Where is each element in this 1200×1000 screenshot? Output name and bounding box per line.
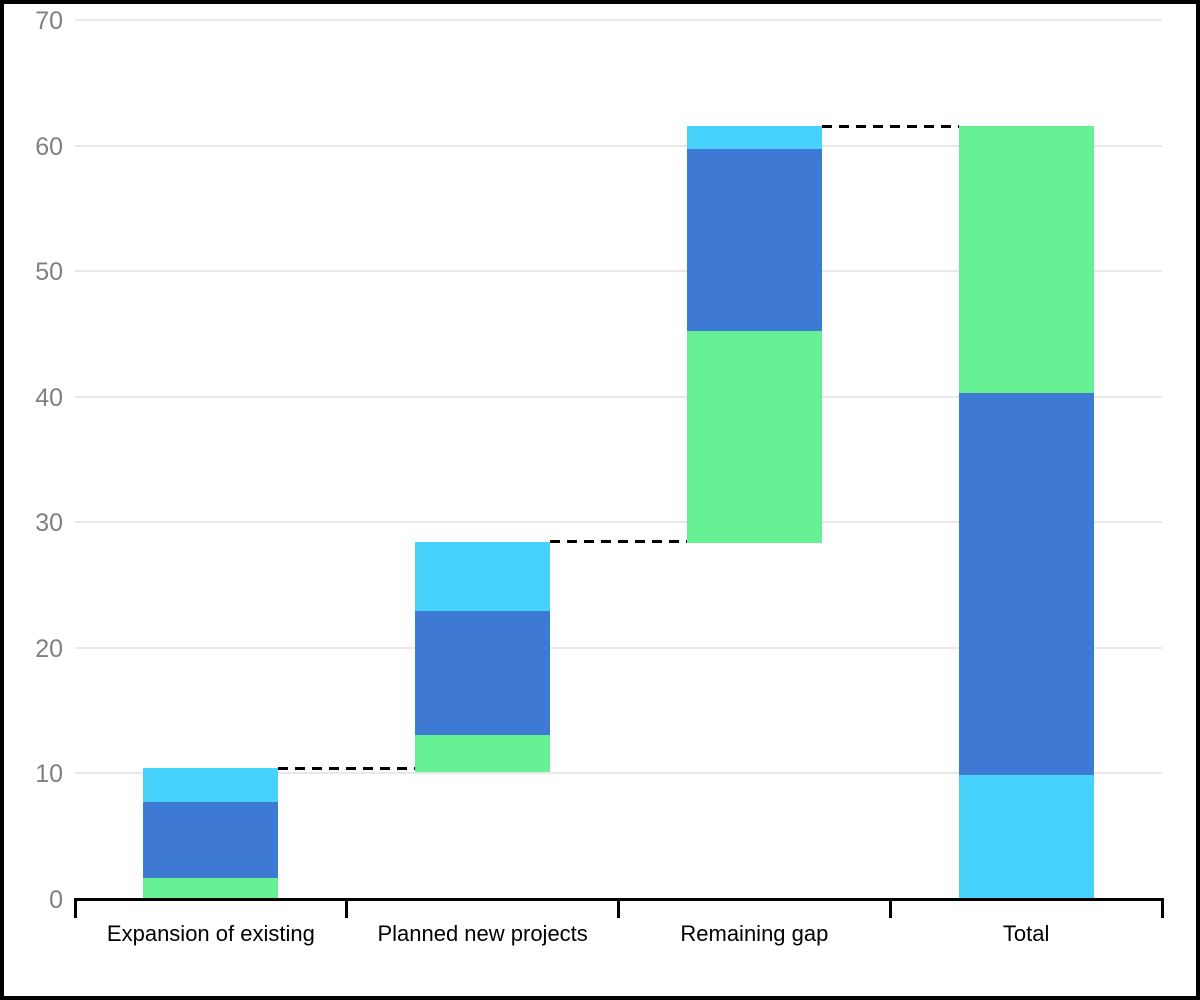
gridline [75,144,1162,147]
gridline [75,395,1162,398]
gridline [75,521,1162,524]
gridline [75,270,1162,273]
category-label: Remaining gap [680,921,829,946]
plot-area: 0 10 20 30 40 50 60 70 Expansion of existing Pla… [4,4,1196,996]
gridline [75,772,1162,775]
gridline [75,646,1162,649]
y-tick-label: 70 [35,7,63,35]
bar-segment-green [958,126,1094,393]
y-tick-label: 20 [35,634,63,663]
category-label: Expansion of existing [106,921,315,946]
y-tick-label: 40 [35,383,63,412]
x-axis-tick [345,898,349,918]
bar-segment-cyan [143,768,279,802]
y-tick-label: 0 [49,886,63,914]
bar-segment-cyan [958,775,1094,899]
bar-segment-blue [958,392,1094,776]
connector-line [550,540,687,544]
bar-segment-green [415,734,551,772]
x-axis-tick [73,898,77,918]
y-tick-label: 50 [35,258,63,287]
y-tick-label: 10 [35,760,63,789]
bar-segment-green [143,878,279,899]
bar-segment-blue [415,610,551,735]
x-axis-tick [888,898,892,918]
bar-segment-green [686,331,822,543]
connector-line [278,766,416,770]
bar-segment-blue [686,149,822,332]
x-axis-tick [617,898,620,918]
connector-line [821,124,959,128]
x-axis-tick [1160,898,1164,918]
category-label: Planned new projects [377,921,588,946]
bar-segment-cyan [686,126,822,150]
y-tick-label: 60 [35,132,63,161]
category-label: Total [1002,921,1050,946]
gridline [75,19,1162,21]
bar-segment-cyan [415,541,551,611]
y-tick-label: 30 [35,509,63,538]
bar-segment-blue [143,801,279,879]
